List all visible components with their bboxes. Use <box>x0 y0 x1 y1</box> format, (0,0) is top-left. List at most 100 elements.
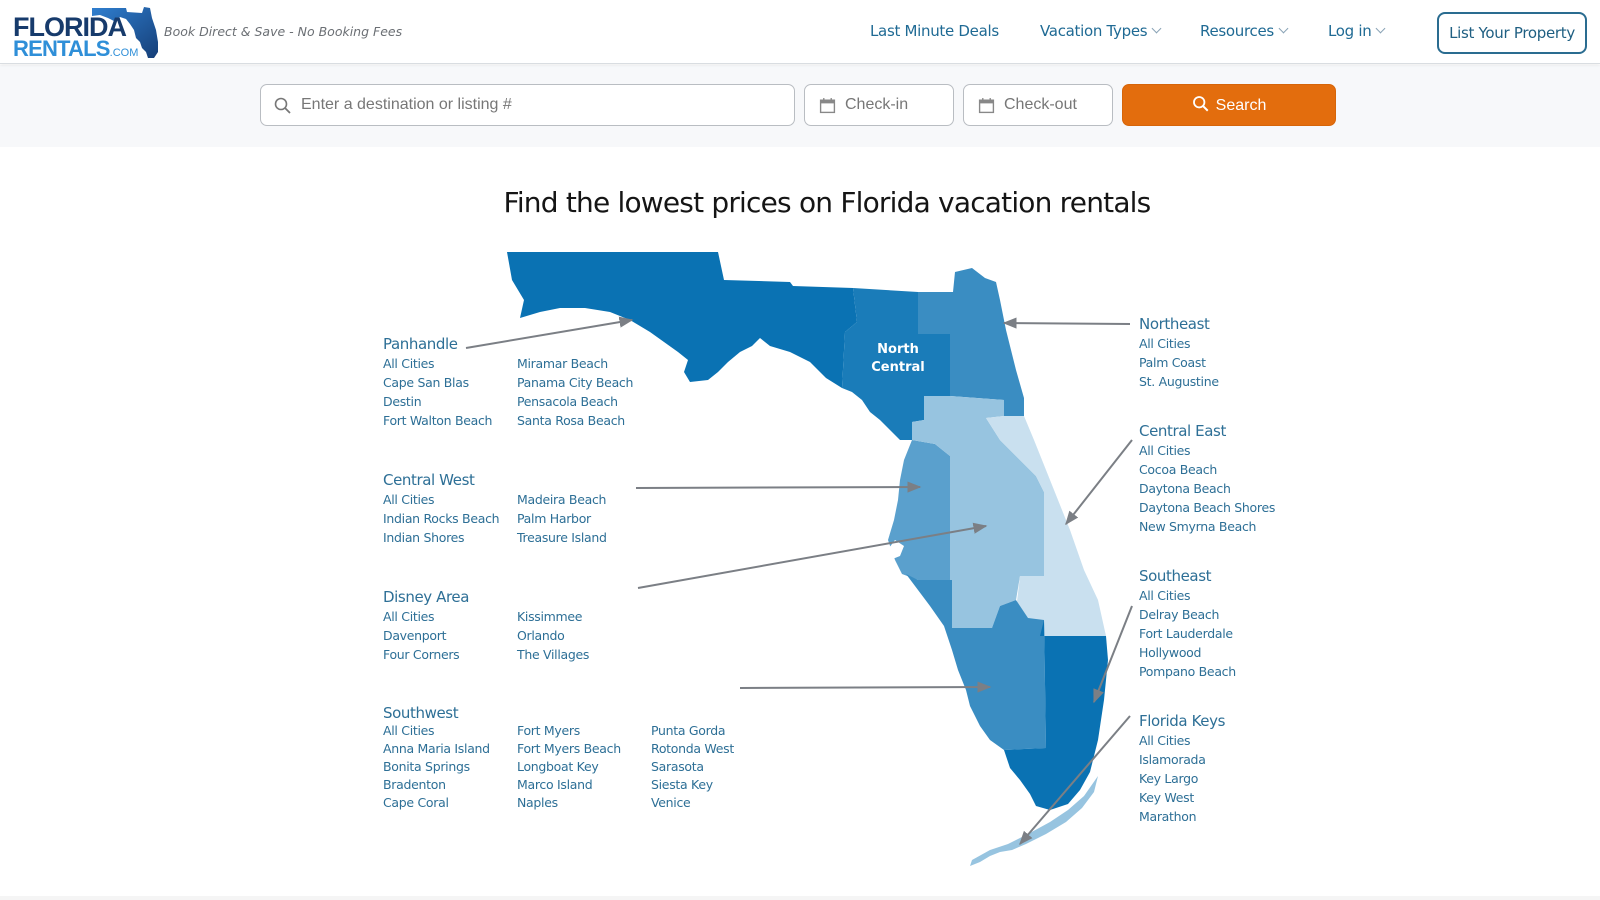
region-link-southeast[interactable]: Southeast <box>1139 567 1212 585</box>
city-link[interactable]: Longboat Key <box>517 759 599 774</box>
calendar-icon <box>819 98 836 114</box>
city-link[interactable]: Treasure Island <box>517 530 607 545</box>
city-link[interactable]: Rotonda West <box>651 741 734 756</box>
site-logo[interactable]: FLORIDA RENTALS.COM <box>12 4 158 60</box>
arrow-central-east <box>1065 439 1133 526</box>
region-link-panhandle[interactable]: Panhandle <box>383 335 458 353</box>
city-link[interactable]: Islamorada <box>1139 752 1206 767</box>
city-link[interactable]: Kissimmee <box>517 609 583 624</box>
city-link[interactable]: Daytona Beach Shores <box>1139 500 1276 515</box>
city-link[interactable]: Palm Coast <box>1139 355 1206 370</box>
city-link[interactable]: All Cities <box>383 356 435 371</box>
city-link[interactable]: Marathon <box>1139 809 1197 824</box>
checkin-field[interactable] <box>804 84 954 126</box>
region-link-central-west[interactable]: Central West <box>383 471 475 489</box>
city-link[interactable]: Hollywood <box>1139 645 1202 660</box>
city-link[interactable]: All Cities <box>1139 336 1191 351</box>
city-link[interactable]: Bonita Springs <box>383 759 470 774</box>
city-link[interactable]: Bradenton <box>383 777 446 792</box>
nav-resources[interactable]: Resources <box>1200 22 1289 40</box>
logo-text-rentals: RENTALS.COM <box>13 36 139 61</box>
chevron-down-icon <box>1278 23 1289 34</box>
florida-logo-map-icon <box>92 7 158 58</box>
city-link[interactable]: Daytona Beach <box>1139 481 1231 496</box>
city-link[interactable]: New Smyrna Beach <box>1139 519 1257 534</box>
city-link[interactable]: Anna Maria Island <box>383 741 490 756</box>
destination-input[interactable] <box>301 85 784 125</box>
city-link[interactable]: Madeira Beach <box>517 492 607 507</box>
city-link[interactable]: Cape San Blas <box>383 375 469 390</box>
list-your-property-button[interactable]: List Your Property <box>1437 12 1587 54</box>
city-link[interactable]: All Cities <box>383 609 435 624</box>
region-southeast: Southeast All Cities Delray Beach Fort L… <box>1139 566 1236 681</box>
region-link-florida-keys[interactable]: Florida Keys <box>1139 712 1225 730</box>
city-link[interactable]: Naples <box>517 795 558 810</box>
map-region-southwest[interactable] <box>906 574 1046 750</box>
city-link[interactable]: Panama City Beach <box>517 375 634 390</box>
city-link[interactable]: Four Corners <box>383 647 460 662</box>
city-link[interactable]: The Villages <box>517 647 590 662</box>
arrow-central-west <box>635 481 922 493</box>
region-northeast: Northeast All Cities Palm Coast St. Augu… <box>1139 314 1219 391</box>
city-link[interactable]: Destin <box>383 394 422 409</box>
city-link[interactable]: Cape Coral <box>383 795 449 810</box>
city-link[interactable]: Sarasota <box>651 759 704 774</box>
nav-log-in[interactable]: Log in <box>1328 22 1386 40</box>
map-region-florida-keys[interactable] <box>970 776 1098 866</box>
city-link[interactable]: All Cities <box>1139 733 1191 748</box>
region-link-northeast[interactable]: Northeast <box>1139 315 1210 333</box>
search-bar: Search <box>0 65 1600 147</box>
city-link[interactable]: All Cities <box>1139 443 1191 458</box>
region-florida-keys: Florida Keys All Cities Islamorada Key L… <box>1139 711 1225 826</box>
footer-divider <box>0 896 1600 900</box>
checkout-field[interactable] <box>963 84 1113 126</box>
city-link[interactable]: All Cities <box>1139 588 1191 603</box>
map-region-central-east[interactable] <box>986 416 1106 636</box>
region-link-central-east[interactable]: Central East <box>1139 422 1226 440</box>
city-link[interactable]: Santa Rosa Beach <box>517 413 625 428</box>
arrow-northeast <box>1002 317 1131 329</box>
city-link[interactable]: Orlando <box>517 628 565 643</box>
map-region-disney-area[interactable] <box>912 396 1044 628</box>
page-title: Find the lowest prices on Florida vacati… <box>503 186 1152 219</box>
region-link-disney-area[interactable]: Disney Area <box>383 588 470 606</box>
nav-vacation-types[interactable]: Vacation Types <box>1040 22 1162 40</box>
city-link[interactable]: Siesta Key <box>651 777 713 792</box>
city-link[interactable]: Pensacola Beach <box>517 394 618 409</box>
city-link[interactable]: Fort Walton Beach <box>383 413 493 428</box>
map-region-northeast[interactable] <box>918 268 1024 416</box>
city-link[interactable]: Key Largo <box>1139 771 1199 786</box>
city-link[interactable]: Venice <box>651 795 691 810</box>
city-link[interactable]: Palm Harbor <box>517 511 591 526</box>
city-link[interactable]: Indian Shores <box>383 530 465 545</box>
city-link[interactable]: All Cities <box>383 723 435 738</box>
city-link[interactable]: Indian Rocks Beach <box>383 511 500 526</box>
city-link[interactable]: All Cities <box>383 492 435 507</box>
city-link[interactable]: Cocoa Beach <box>1139 462 1217 477</box>
tagline: Book Direct & Save - No Booking Fees <box>164 24 403 39</box>
city-link[interactable]: Pompano Beach <box>1139 664 1236 679</box>
chevron-down-icon <box>1375 23 1386 34</box>
map-region-north-central[interactable] <box>842 288 950 440</box>
city-link[interactable]: Key West <box>1139 790 1194 805</box>
region-link-southwest[interactable]: Southwest <box>383 704 459 722</box>
city-link[interactable]: St. Augustine <box>1139 374 1219 389</box>
city-link[interactable]: Fort Myers <box>517 723 580 738</box>
city-link[interactable]: Delray Beach <box>1139 607 1220 622</box>
search-button[interactable]: Search <box>1122 84 1336 126</box>
city-link[interactable]: Davenport <box>383 628 447 643</box>
city-link[interactable]: Miramar Beach <box>517 356 608 371</box>
chevron-down-icon <box>1151 23 1162 34</box>
region-panhandle: Panhandle All Cities Cape San Blas Desti… <box>383 334 651 430</box>
search-icon <box>274 97 291 114</box>
city-link[interactable]: Punta Gorda <box>651 723 726 738</box>
map-region-panhandle[interactable] <box>507 252 857 388</box>
nav-last-minute-deals[interactable]: Last Minute Deals <box>870 22 999 40</box>
city-link[interactable]: Fort Lauderdale <box>1139 626 1233 641</box>
checkin-input[interactable] <box>845 85 943 125</box>
checkout-input[interactable] <box>1004 85 1102 125</box>
map-region-central-west[interactable] <box>888 440 950 580</box>
city-link[interactable]: Marco Island <box>517 777 593 792</box>
city-link[interactable]: Fort Myers Beach <box>517 741 621 756</box>
destination-field[interactable] <box>260 84 795 126</box>
